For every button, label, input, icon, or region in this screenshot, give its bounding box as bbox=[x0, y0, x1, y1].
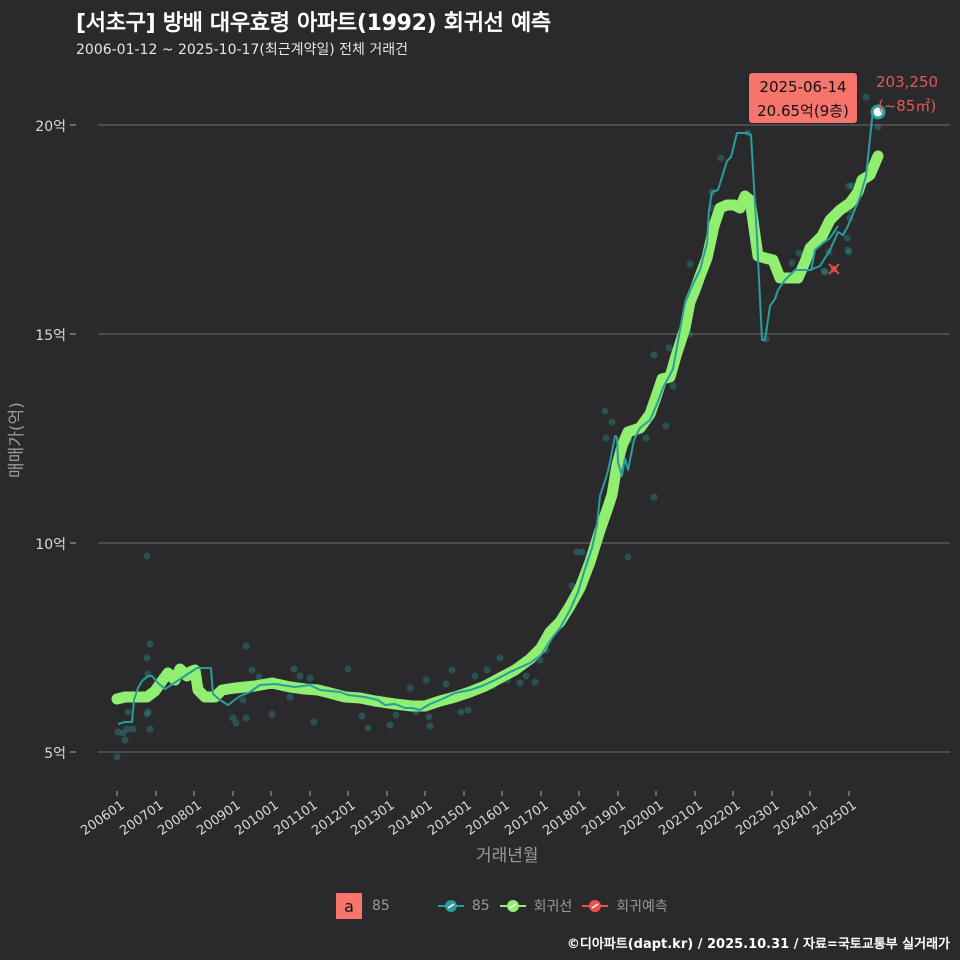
y-tick-10: 10억 bbox=[35, 537, 66, 553]
legend-regression-icon bbox=[499, 898, 526, 914]
legend-box-label: 85 bbox=[372, 898, 390, 914]
x-axis-ticks bbox=[116, 791, 850, 796]
y-tick-15: 15억 bbox=[35, 328, 66, 344]
legend-prediction-label: 회귀예측 bbox=[616, 899, 668, 915]
latest-trade-marker bbox=[870, 104, 886, 120]
legend: a 85 85 회귀선 회귀예측 bbox=[336, 893, 678, 919]
regression-line bbox=[111, 150, 884, 712]
legend-prediction-icon bbox=[582, 898, 609, 914]
tooltip-price: 20.65억(9층) bbox=[757, 102, 849, 120]
legend-actual-icon bbox=[437, 898, 464, 914]
latest-trade-tooltip: 2025-06-14 20.65억(9층) bbox=[748, 72, 858, 124]
chart-subtitle: 2006-01-12 ~ 2025-10-17(최근계약일) 전체 거래건 bbox=[76, 42, 408, 58]
predicted-price-label: 203,250 (~85㎡) bbox=[876, 70, 938, 118]
source-credit: ©디아파트(dapt.kr) / 2025.10.31 / 자료=국토교통부 실… bbox=[566, 937, 950, 952]
y-tick-20: 20억 bbox=[35, 119, 66, 135]
actual-price-line bbox=[117, 109, 878, 725]
legend-label-box: a bbox=[336, 893, 362, 919]
y-axis-label: 매매가(억) bbox=[7, 402, 27, 478]
tooltip-date: 2025-06-14 bbox=[759, 78, 847, 96]
predicted-price-value: 203,250 bbox=[876, 73, 939, 91]
y-tick-5: 5억 bbox=[44, 746, 66, 762]
gridlines bbox=[98, 124, 950, 753]
chart-title: [서초구] 방배 대우효령 아파트(1992) 회귀선 예측 bbox=[76, 11, 551, 36]
predicted-area: (~85㎡) bbox=[877, 97, 937, 115]
scatter-points bbox=[113, 93, 882, 761]
legend-regression-label: 회귀선 bbox=[533, 899, 573, 915]
x-axis-label: 거래년월 bbox=[476, 846, 539, 866]
legend-actual-label: 85 bbox=[471, 898, 490, 914]
